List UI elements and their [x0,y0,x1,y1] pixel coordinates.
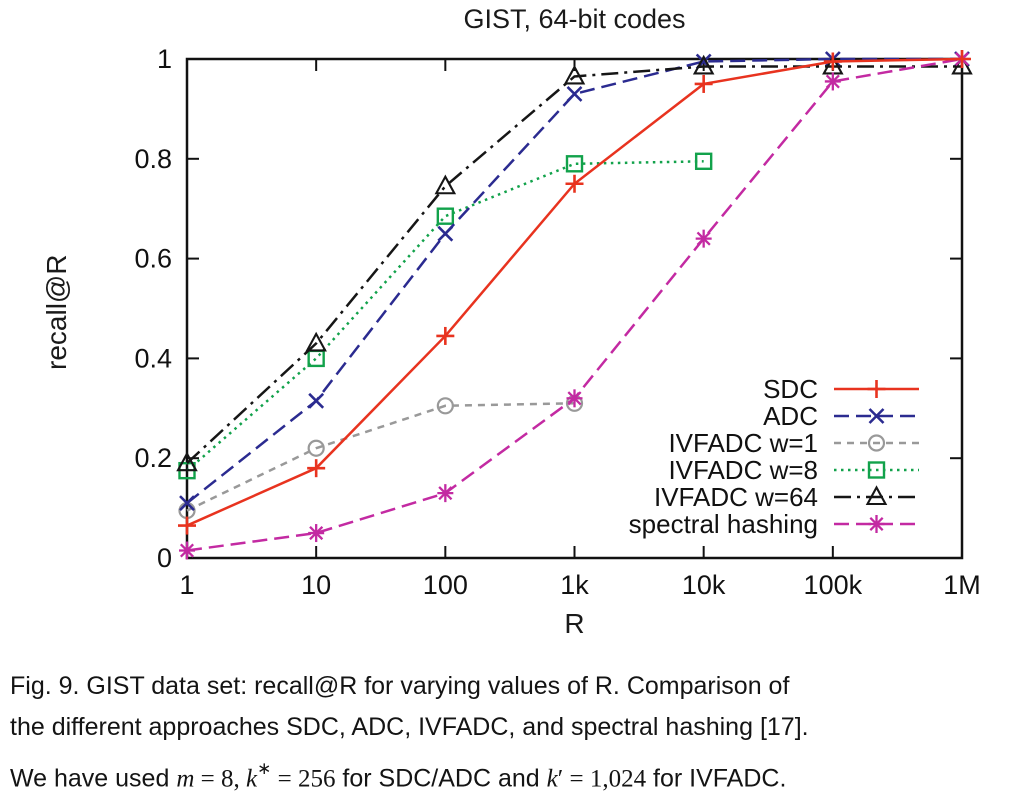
series-ivfadc-w-64 [176,54,973,472]
square-marker [436,207,455,225]
cross-marker [437,225,454,242]
x-tick-label: 1M [943,570,981,600]
legend-label: IVFADC w=64 [654,482,818,512]
legend-label: SDC [763,374,818,404]
series-sdc [178,50,971,535]
circle-marker [867,434,886,452]
chart-title: GIST, 64-bit codes [463,4,686,34]
caption-math-segment: = 1,024 [563,765,647,793]
cross-marker [308,392,325,409]
plot-border [185,57,964,560]
series-line [186,57,962,505]
x-tick-label: 1k [560,570,589,600]
x-tick-label: 10k [682,570,726,600]
y-tick-label: 0.4 [134,343,172,373]
x-axis-label: R [564,608,585,639]
circle-marker [307,439,325,457]
legend-label: IVFADC w=8 [668,455,818,485]
series-ivfadc-w-8 [178,152,713,480]
triangle-marker [865,485,888,506]
legend-entry-ivfadc-w-64: IVFADC w=64 [654,482,919,512]
square-marker [307,349,325,368]
legend-entry-spectral-hashing: spectral hashing [629,509,919,539]
square-marker [867,461,886,479]
legend-entry-sdc: SDC [763,374,919,404]
x-tick-label: 100k [804,570,863,600]
series-line [186,57,963,552]
legend-label: spectral hashing [629,509,818,539]
y-tick-label: 0 [157,543,172,573]
star-marker [825,74,840,89]
legend-entry-adc: ADC [763,401,919,431]
legend-entry-ivfadc-w-8: IVFADC w=8 [668,455,919,485]
cross-marker [868,408,885,424]
series-adc [179,51,970,512]
legend-entry-ivfadc-w-1: IVFADC w=1 [668,428,919,458]
triangle-marker [692,54,715,75]
y-tick-label: 0.6 [134,244,172,274]
caption-math-segment: m [176,765,195,793]
y-tick-label: 0.2 [134,443,172,473]
series-line [186,160,704,472]
star-marker [567,391,582,406]
square-marker [565,155,584,173]
legend-label: IVFADC w=1 [668,428,818,458]
x-tick-label: 10 [301,570,331,600]
caption-text-segment: for IVFADC. [646,764,787,793]
y-tick-label: 0.8 [134,144,172,174]
triangle-marker [305,331,327,352]
triangle-marker [563,64,586,85]
caption-math-segment: ′ [557,765,564,793]
x-tick-label: 100 [423,570,468,600]
circle-marker [436,397,454,415]
caption-line: Fig. 9. GIST data set: recall@R for vary… [10,666,1028,707]
series-line [186,57,963,527]
square-marker [694,152,713,170]
caption-text-segment: We have used [10,764,177,793]
caption-line: the different approaches SDC, ADC, IVFAD… [10,707,1028,748]
star-marker [309,526,324,541]
legend-label: ADC [763,401,818,431]
cross-marker [179,495,195,512]
caption-text-segment: the different approaches SDC, ADC, IVFAD… [10,713,809,741]
cross-marker [566,86,583,102]
star-marker [179,543,195,558]
x-tick-label: 1 [179,570,194,600]
y-tick-label: 1 [157,44,172,74]
figure-caption: Fig. 9. GIST data set: recall@R for vary… [10,666,1028,799]
caption-math-segment: ∗ [257,759,272,778]
caption-math-segment: k [546,765,558,793]
caption-math-segment: k [245,765,258,793]
caption-line: We have used m = 8, k∗ = 256 for SDC/ADC… [10,748,1028,799]
caption-math-segment: = 8, [194,765,246,793]
caption-text-segment: for SDC/ADC and [335,764,547,793]
caption-text-segment: Fig. 9. GIST data set: recall@R for vary… [10,672,790,700]
caption-math-segment: = 256 [271,765,336,793]
star-marker [869,516,884,532]
triangle-marker [951,54,973,75]
triangle-marker [434,174,457,195]
star-marker [696,231,711,246]
triangle-marker [176,451,198,472]
star-marker [438,486,453,501]
series-spectral-hashing [179,50,970,560]
series-line [186,402,575,512]
